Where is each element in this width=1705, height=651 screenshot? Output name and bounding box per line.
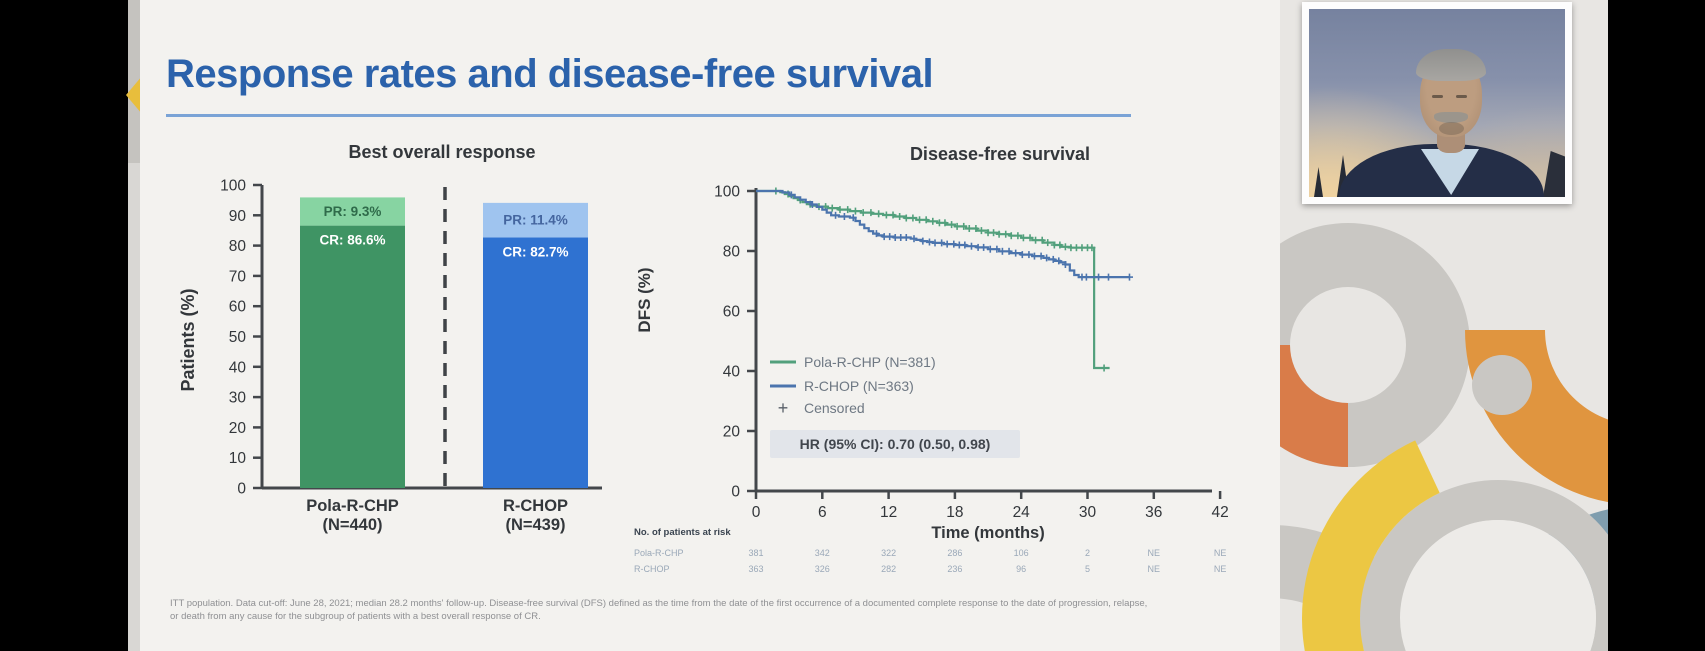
at-risk-value: 322 <box>881 548 897 558</box>
svg-text:60: 60 <box>229 299 247 316</box>
svg-text:Time (months): Time (months) <box>931 524 1044 542</box>
svg-text:10: 10 <box>229 450 247 467</box>
speaker-eye <box>1432 95 1443 98</box>
svg-text:(N=440): (N=440) <box>322 516 382 534</box>
at-risk-value: NE <box>1213 564 1227 574</box>
svg-text:Patients (%): Patients (%) <box>178 288 198 391</box>
at-risk-value: 5 <box>1084 564 1091 574</box>
at-risk-value: 106 <box>1013 548 1029 558</box>
speaker-eye <box>1456 95 1467 98</box>
at-risk-value: 342 <box>814 548 830 558</box>
at-risk-value: NE <box>1213 548 1227 558</box>
webcam-frame <box>1302 2 1572 204</box>
svg-text:70: 70 <box>229 268 247 285</box>
svg-text:60: 60 <box>723 304 741 321</box>
svg-text:R-CHOP (N=363): R-CHOP (N=363) <box>804 378 914 394</box>
svg-text:100: 100 <box>220 178 246 195</box>
at-risk-value: 2 <box>1084 548 1091 558</box>
svg-text:HR (95% CI): 0.70 (0.50, 0.98): HR (95% CI): 0.70 (0.50, 0.98) <box>800 436 991 452</box>
right-letterbox-bar <box>1608 0 1705 651</box>
left-letterbox-bar <box>0 0 128 651</box>
deco-circles-art <box>1226 222 1648 651</box>
svg-text:PR: 11.4%: PR: 11.4% <box>503 213 568 228</box>
at-risk-value: NE <box>1147 564 1161 574</box>
building-silhouette <box>1543 151 1565 197</box>
svg-text:36: 36 <box>1145 504 1162 521</box>
title-underline <box>166 114 1131 117</box>
at-risk-row-label: R-CHOP <box>634 564 670 574</box>
webcam-video <box>1309 9 1565 197</box>
svg-text:40: 40 <box>229 359 247 376</box>
at-risk-value: 363 <box>748 564 764 574</box>
svg-text:Pola-R-CHP (N=381): Pola-R-CHP (N=381) <box>804 354 936 370</box>
svg-text:Best overall response: Best overall response <box>348 142 535 162</box>
at-risk-row-label: Pola-R-CHP <box>634 548 684 558</box>
at-risk-value: 381 <box>748 548 764 558</box>
svg-text:12: 12 <box>880 504 897 521</box>
tree-silhouette <box>1314 167 1323 197</box>
svg-text:DFS (%): DFS (%) <box>635 267 654 332</box>
svg-text:+: + <box>778 398 789 418</box>
speaker-mustache <box>1434 112 1468 123</box>
at-risk-value: 286 <box>947 548 963 558</box>
svg-text:R-CHOP: R-CHOP <box>503 497 568 515</box>
svg-text:18: 18 <box>946 504 963 521</box>
svg-text:Pola-R-CHP: Pola-R-CHP <box>306 497 399 515</box>
presentation-slide: Response rates and disease-free survival… <box>140 0 1280 651</box>
svg-text:0: 0 <box>237 481 246 498</box>
svg-text:Censored: Censored <box>804 400 865 416</box>
svg-text:100: 100 <box>714 184 740 201</box>
svg-text:40: 40 <box>723 364 741 381</box>
slide-footnote: ITT population. Data cut-off: June 28, 2… <box>170 598 1148 623</box>
svg-text:(N=439): (N=439) <box>505 516 565 534</box>
svg-text:80: 80 <box>723 244 741 261</box>
svg-text:PR: 9.3%: PR: 9.3% <box>324 204 382 219</box>
svg-text:0: 0 <box>752 504 761 521</box>
svg-text:Disease-free survival: Disease-free survival <box>910 144 1090 164</box>
yellow-triangle-shape <box>126 76 142 114</box>
svg-text:42: 42 <box>1211 504 1228 521</box>
svg-text:30: 30 <box>229 390 247 407</box>
svg-text:80: 80 <box>229 238 247 255</box>
at-risk-value: 282 <box>881 564 897 574</box>
svg-text:20: 20 <box>229 420 247 437</box>
speaker-neck <box>1437 133 1465 153</box>
speaker-hair <box>1416 49 1486 81</box>
svg-text:20: 20 <box>723 424 741 441</box>
svg-text:50: 50 <box>229 329 247 346</box>
at-risk-value: NE <box>1147 548 1161 558</box>
svg-text:0: 0 <box>731 484 740 501</box>
svg-text:90: 90 <box>229 208 247 225</box>
at-risk-value: 236 <box>947 564 963 574</box>
at-risk-value: 326 <box>814 564 830 574</box>
svg-text:CR: 82.7%: CR: 82.7% <box>502 244 568 259</box>
best-overall-response-chart: Best overall response Patients (%) 0 10 20 30… <box>178 142 602 534</box>
slide-title: Response rates and disease-free survival <box>166 52 934 96</box>
svg-text:24: 24 <box>1013 504 1031 521</box>
svg-text:CR: 86.6%: CR: 86.6% <box>319 233 385 248</box>
at-risk-value: 96 <box>1016 564 1027 574</box>
speaker-beard-shadow <box>1439 122 1464 135</box>
svg-text:6: 6 <box>818 504 827 521</box>
svg-text:30: 30 <box>1079 504 1097 521</box>
